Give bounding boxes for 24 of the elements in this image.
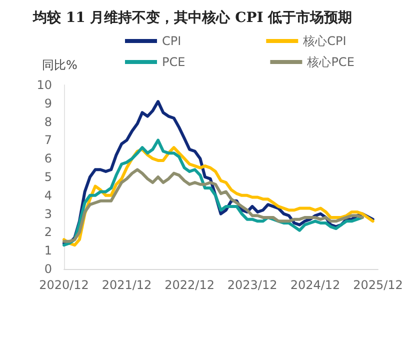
- y-tick-label: 2: [44, 225, 52, 240]
- y-tick-label: 6: [44, 152, 52, 166]
- y-tick-label: 0: [44, 262, 52, 276]
- legend-label: PCE: [162, 55, 186, 69]
- y-tick-label: 3: [44, 206, 52, 221]
- y-tick-label: 4: [44, 188, 52, 202]
- x-tick-label: 2023/12: [227, 278, 278, 292]
- y-tick-label: 7: [44, 133, 52, 148]
- chart-title: 均较 11 月维持不变，其中核心 CPI 低于市场预期: [32, 9, 352, 26]
- y-tick-label: 1: [44, 244, 52, 258]
- legend-label: 核心PCE: [306, 55, 354, 69]
- legend-label: 核心CPI: [302, 34, 346, 48]
- x-tick-label: 2021/12: [102, 278, 152, 292]
- y-tick-label: 5: [44, 170, 52, 184]
- y-axis-title: 同比%: [42, 58, 78, 72]
- line-series: [62, 168, 364, 243]
- y-tick-label: 10: [36, 78, 52, 92]
- legend-label: CPI: [162, 34, 182, 48]
- y-tick-label: 8: [44, 114, 52, 129]
- x-tick-label: 2025/12: [353, 278, 403, 292]
- x-tick-label: 2022/12: [164, 278, 214, 292]
- y-tick-label: 9: [44, 96, 52, 110]
- x-tick-label: 2024/12: [290, 278, 340, 292]
- x-tick-label: 2020/12: [39, 278, 89, 292]
